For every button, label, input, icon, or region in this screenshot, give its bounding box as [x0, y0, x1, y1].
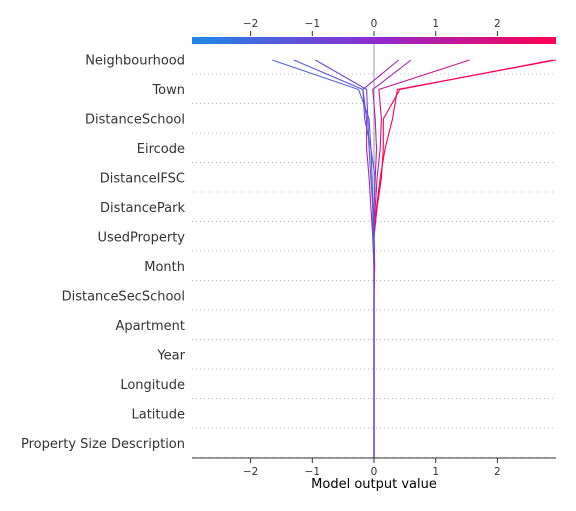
- bottom-tick-label: −1: [305, 466, 320, 478]
- top-tick-label: 1: [432, 18, 439, 30]
- bottom-tick-label: −2: [243, 466, 258, 478]
- top-tick-label: 2: [494, 18, 501, 30]
- decision-line: [293, 59, 376, 458]
- top-tick-label: 0: [371, 18, 378, 30]
- top-tick-label: −1: [305, 18, 320, 30]
- decision-line: [272, 59, 375, 458]
- feature-label: Month: [144, 260, 185, 275]
- top-tick-label: −2: [243, 18, 258, 30]
- bottom-tick-label: 0: [371, 466, 378, 478]
- top-axis: −2 −1 0 1 2: [243, 18, 501, 36]
- feature-label: DistanceIFSC: [100, 172, 185, 187]
- feature-label: Property Size Description: [21, 437, 185, 452]
- colorbar: [192, 37, 556, 44]
- feature-label: Eircode: [137, 142, 185, 157]
- feature-labels: Neighbourhood Town DistanceSchool Eircode Di…: [21, 54, 186, 453]
- bottom-axis: −2 −1 0 1 2: [192, 457, 556, 478]
- colorbar-gradient: [192, 37, 556, 44]
- feature-label: UsedProperty: [97, 231, 185, 246]
- x-axis-label: Model output value: [311, 477, 437, 492]
- bottom-tick-label: 1: [432, 466, 439, 478]
- feature-label: Year: [156, 349, 185, 364]
- feature-label: Neighbourhood: [85, 54, 185, 69]
- feature-label: Latitude: [131, 408, 185, 423]
- feature-label: DistancePark: [100, 201, 185, 216]
- feature-label: Town: [151, 83, 185, 98]
- decision-lines: [272, 59, 557, 458]
- feature-label: DistanceSchool: [85, 113, 185, 128]
- feature-label: DistanceSecSchool: [62, 290, 185, 305]
- feature-label: Longitude: [120, 378, 185, 393]
- feature-label: Apartment: [115, 319, 185, 334]
- bottom-tick-label: 2: [494, 466, 501, 478]
